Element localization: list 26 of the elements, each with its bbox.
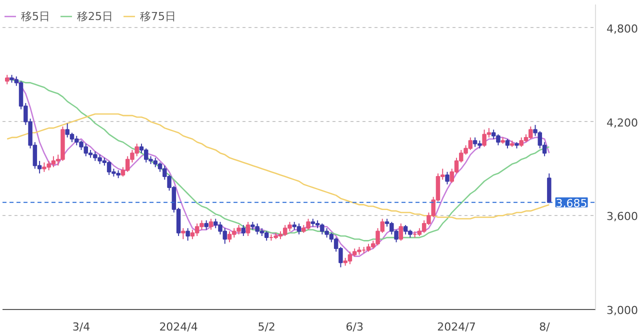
candlestick xyxy=(208,218,214,230)
x-tick-label: 5/2 xyxy=(258,320,276,334)
x-tick-label: 8/ xyxy=(539,320,550,334)
legend-label: 移5日 xyxy=(21,8,50,24)
legend-label: 移25日 xyxy=(77,8,113,24)
x-tick-label: 3/4 xyxy=(72,320,90,334)
candlestick xyxy=(204,220,208,230)
candlestick xyxy=(186,228,190,242)
candlestick xyxy=(241,224,246,236)
y-tick-label: 4,200 xyxy=(606,116,638,130)
y-tick-label: 3,600 xyxy=(606,210,638,224)
y-tick-label: 4,800 xyxy=(606,22,638,36)
candlestick xyxy=(398,222,404,242)
y-tick-label: 3,000 xyxy=(606,304,638,317)
candlestick xyxy=(264,230,269,242)
x-tick-label: 6/3 xyxy=(346,320,364,334)
ref-line-label: 3,685 xyxy=(556,196,588,210)
candlestick xyxy=(505,138,510,149)
x-tick-label: 2024/4 xyxy=(159,320,198,334)
candlestick xyxy=(246,221,250,236)
candlestick xyxy=(181,228,186,240)
x-tick-label: 2024/7 xyxy=(437,320,476,334)
candlestick xyxy=(5,74,10,85)
candlestick xyxy=(190,229,195,240)
candlestick xyxy=(445,171,450,185)
legend-label: 移75日 xyxy=(140,8,176,24)
